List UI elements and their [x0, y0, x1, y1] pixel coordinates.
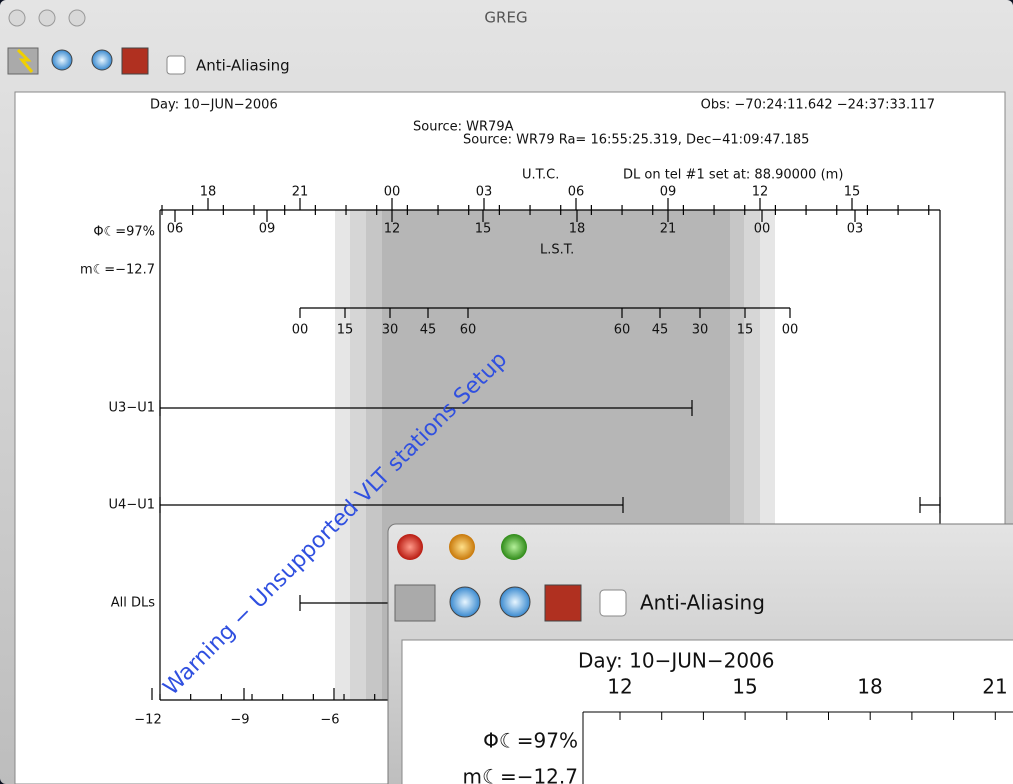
checkbox[interactable]: [167, 56, 185, 74]
front-tick-label: 15: [732, 675, 757, 699]
moon-magnitude: m☾=−12.7: [463, 765, 578, 784]
utc-label: U.T.C.: [522, 168, 559, 183]
bottom-tick-label: −12: [134, 713, 161, 728]
checkbox-label[interactable]: Anti-Aliasing: [196, 57, 290, 75]
utc-tick-label: 03: [476, 185, 493, 200]
baseline-label: U3−U1: [109, 401, 155, 416]
bottom-tick-label: −6: [320, 713, 339, 728]
zoom-out-icon[interactable]: [500, 587, 530, 617]
close-button[interactable]: [397, 534, 423, 560]
lst-tick-label: 09: [259, 222, 276, 237]
scale-tick-label: 45: [420, 323, 437, 338]
fit-icon[interactable]: [545, 585, 581, 621]
traffic-lights[interactable]: [9, 10, 85, 26]
plug-icon[interactable]: [395, 585, 435, 621]
bottom-tick-label: −9: [230, 713, 249, 728]
front-tick-label: 12: [607, 675, 632, 699]
front-tick-label: 21: [982, 675, 1007, 699]
scale-tick-label: 15: [737, 323, 754, 338]
lst-tick-label: 00: [754, 222, 771, 237]
lst-tick-label: 12: [384, 222, 401, 237]
zoom-button[interactable]: [501, 534, 527, 560]
zoom-out-icon[interactable]: [92, 50, 112, 70]
zoom-in-icon[interactable]: [450, 587, 480, 617]
scale-tick-label: 60: [614, 323, 631, 338]
checkbox[interactable]: [600, 590, 626, 616]
scale-tick-label: 00: [782, 323, 799, 338]
close-button[interactable]: [9, 10, 25, 26]
utc-tick-label: 18: [200, 185, 217, 200]
minimize-button[interactable]: [449, 534, 475, 560]
scale-tick-label: 60: [460, 323, 477, 338]
utc-tick-label: 21: [292, 185, 309, 200]
window-title: GREG: [484, 9, 527, 27]
scale-tick-label: 00: [292, 323, 309, 338]
zoom-in-icon[interactable]: [52, 50, 72, 70]
dl-setting: DL on tel #1 set at: 88.90000 (m): [623, 168, 843, 183]
utc-tick-label: 06: [568, 185, 585, 200]
scale-tick-label: 30: [692, 323, 709, 338]
observatory: Obs: −70:24:11.642 −24:37:33.117: [701, 98, 935, 113]
lst-tick-label: 21: [660, 222, 677, 237]
screen: GREG Anti-Aliasing Day: 10−JUN−2006 Obs: …: [0, 0, 1013, 784]
checkbox-label[interactable]: Anti-Aliasing: [640, 591, 765, 615]
day-label: Day: 10−JUN−2006: [578, 649, 775, 673]
day-label: Day: 10−JUN−2006: [150, 98, 278, 113]
baseline-label: U4−U1: [109, 498, 155, 513]
fit-icon[interactable]: [122, 48, 148, 74]
moon-phase: Φ☾=97%: [483, 729, 578, 753]
lst-tick-label: 03: [847, 222, 864, 237]
front-window: Anti-Aliasing Day: 10−JUN−2006 Φ☾=97% m☾…: [388, 524, 1013, 784]
moon-phase: Φ☾=97%: [93, 225, 155, 240]
source: Source: WR79 Ra= 16:55:25.319, Dec−41:09…: [463, 133, 809, 148]
lst-tick-label: 15: [475, 222, 492, 237]
scale-tick-label: 30: [382, 323, 399, 338]
minimize-button[interactable]: [39, 10, 55, 26]
lst-tick-label: 06: [167, 222, 184, 237]
front-tick-label: 18: [857, 675, 882, 699]
moon-magnitude: m☾=−12.7: [80, 263, 155, 278]
scale-tick-label: 15: [337, 323, 354, 338]
lst-tick-label: 18: [569, 222, 586, 237]
utc-tick-label: 09: [660, 185, 677, 200]
baseline-label: All DLs: [111, 596, 156, 611]
scale-tick-label: 45: [652, 323, 669, 338]
page: GREG Anti-Aliasing Day: 10−JUN−2006 Obs: …: [0, 0, 1013, 784]
utc-tick-label: 00: [384, 185, 401, 200]
utc-tick-label: 15: [844, 185, 861, 200]
lst-label: L.S.T.: [540, 243, 574, 258]
utc-tick-label: 12: [752, 185, 769, 200]
zoom-button[interactable]: [69, 10, 85, 26]
